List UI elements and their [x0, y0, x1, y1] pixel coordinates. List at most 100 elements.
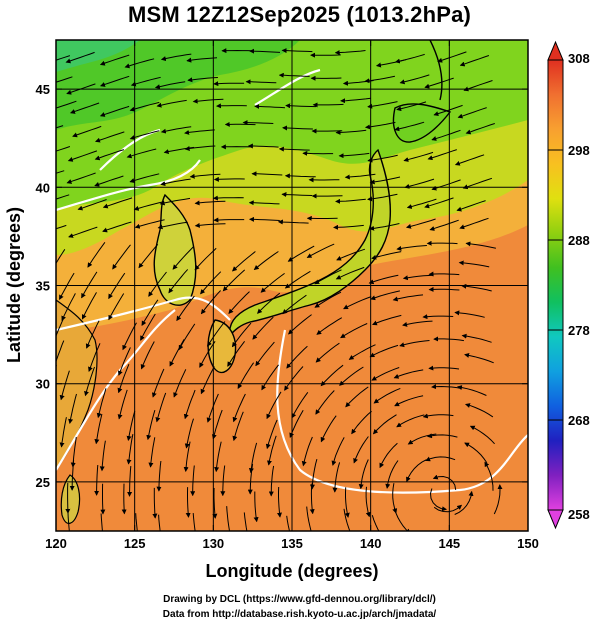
streamline: [56, 76, 73, 83]
streamline: [212, 195, 244, 201]
streamline: [379, 442, 398, 469]
streamline: [393, 507, 411, 531]
streamline: [367, 101, 398, 109]
streamline: [99, 440, 106, 472]
streamline: [213, 81, 245, 87]
streamline: [70, 102, 100, 114]
colorbar-bar: [547, 59, 564, 511]
colorbar-label-308: 308: [568, 51, 590, 66]
streamline: [248, 442, 258, 474]
streamline: [431, 384, 462, 390]
streamline: [284, 173, 316, 179]
streamline: [312, 102, 344, 108]
streamline: [284, 366, 304, 391]
streamline: [422, 413, 454, 419]
streamline: [194, 222, 226, 228]
streamline: [266, 435, 277, 466]
colorbar-bottom-arrow: [547, 509, 564, 530]
streamline: [68, 226, 98, 238]
colorbar: 258 268 278 288 298 308: [547, 40, 590, 530]
streamline: [117, 347, 131, 376]
x-tick-label-145: 145: [438, 536, 460, 551]
streamline: [231, 322, 252, 348]
streamline: [56, 125, 64, 129]
streamline: [156, 460, 162, 492]
streamline: [59, 417, 67, 448]
streamline: [206, 393, 219, 423]
x-tick-label-135: 135: [281, 536, 303, 551]
streamline: [393, 369, 424, 379]
streamline: [394, 395, 424, 407]
colorbar-label-288: 288: [568, 233, 590, 248]
streamline: [343, 508, 351, 531]
streamline: [402, 320, 433, 327]
streamline: [493, 484, 503, 515]
streamline: [148, 437, 156, 468]
streamline: [190, 465, 196, 497]
streamline: [255, 341, 275, 367]
streamline: [431, 129, 461, 141]
streamline: [134, 219, 165, 229]
streamline: [211, 409, 223, 440]
streamline: [396, 414, 425, 428]
streamline: [368, 274, 399, 285]
colorbar-top-arrow: [547, 40, 564, 61]
x-tick-label-120: 120: [45, 536, 67, 551]
lat-lon-grid: [56, 40, 528, 531]
streamline: [260, 272, 285, 293]
x-axis-ticks: 120 125 130 135 140 145 150: [45, 40, 539, 551]
streamline: [56, 55, 71, 61]
streamline: [186, 57, 218, 63]
streamline: [429, 219, 459, 231]
y-axis-ticks: 25 30 35 40 45: [36, 82, 528, 490]
colorbar-label-258: 258: [568, 507, 590, 522]
streamline: [100, 483, 106, 515]
colorbar-label-298: 298: [568, 143, 590, 158]
streamline: [465, 241, 496, 249]
streamline: [146, 409, 156, 441]
streamline: [148, 271, 167, 297]
streamline: [158, 514, 161, 531]
streamline: [340, 323, 368, 339]
streamline: [369, 223, 400, 231]
streamline: [184, 129, 215, 135]
streamline: [454, 154, 485, 166]
y-tick-label-40: 40: [36, 180, 50, 195]
streamline: [454, 490, 474, 515]
streamline: [428, 286, 460, 292]
colorbar-label-268: 268: [568, 413, 590, 428]
streamline: [331, 437, 345, 466]
streamline: [108, 293, 125, 321]
streamline: [173, 369, 187, 398]
streamline: [291, 392, 309, 419]
streamline: [157, 221, 188, 230]
streamline: [428, 365, 460, 371]
credit-data-source: Data from http://database.rish.kyoto-u.a…: [162, 609, 437, 620]
streamline: [135, 513, 138, 531]
y-tick-label-30: 30: [36, 377, 50, 392]
streamline: [281, 48, 313, 54]
streamline: [247, 143, 279, 149]
streamline: [192, 513, 196, 531]
streamline: [456, 200, 486, 212]
streamline: [112, 244, 131, 270]
streamline: [231, 251, 256, 272]
streamline: [56, 170, 65, 174]
sakhalin-coast: [429, 40, 443, 101]
streamline: [464, 352, 494, 364]
streamline: [281, 192, 313, 198]
x-tick-label-125: 125: [124, 536, 146, 551]
streamline: [339, 366, 364, 386]
streamline: [320, 415, 337, 443]
streamline: [425, 456, 456, 462]
streamline: [69, 460, 75, 491]
streamline: [72, 125, 102, 138]
streamline: [399, 340, 430, 348]
streamline: [227, 341, 245, 367]
streamline: [155, 392, 167, 423]
streamline: [99, 105, 130, 117]
streamline: [340, 97, 371, 104]
streamline: [396, 101, 427, 112]
streamline: [141, 299, 159, 327]
streamline: [370, 290, 401, 301]
